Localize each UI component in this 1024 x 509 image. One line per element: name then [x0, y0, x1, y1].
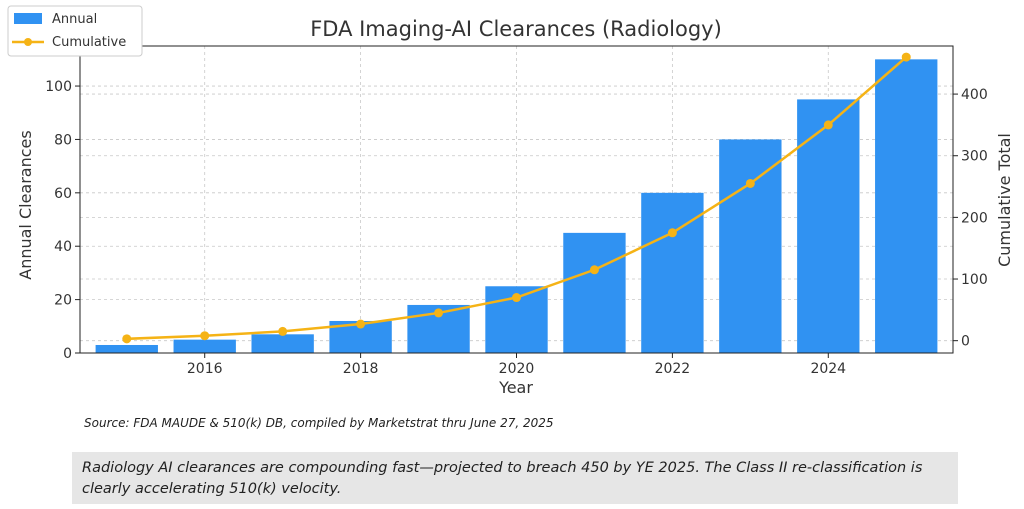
x-tick-label: 2018 [343, 361, 379, 377]
x-axis-label: Year [498, 378, 533, 397]
bars-annual [95, 59, 938, 354]
line-cumulative [122, 52, 911, 344]
y-right-tick-label: 200 [961, 210, 988, 226]
source-note: Source: FDA MAUDE & 510(k) DB, compiled … [84, 416, 554, 430]
legend-cumulative-marker [24, 38, 32, 46]
x-tick-label: 2020 [499, 361, 535, 377]
x-tick-label: 2024 [810, 361, 846, 377]
y-right-tick-label: 0 [961, 334, 970, 350]
bar-annual [251, 334, 314, 353]
callout-box: Radiology AI clearances are compounding … [72, 452, 958, 504]
bar-annual [95, 344, 158, 353]
y-left-tick-label: 100 [45, 79, 72, 95]
chart: 2016 2018 2020 2022 2024 0 20 40 60 80 100 0 100 200 3… [7, 5, 1014, 397]
y-left-tick-label: 0 [63, 346, 72, 362]
point-cumulative [823, 120, 833, 130]
y-right-tick-label: 400 [961, 87, 988, 103]
legend-annual-label: Annual [52, 12, 97, 27]
y-right-tick-label: 100 [961, 272, 988, 288]
y-right-tick-label: 300 [961, 149, 988, 165]
bar-annual [875, 59, 938, 353]
point-cumulative [745, 178, 755, 188]
chart-title: FDA Imaging-AI Clearances (Radiology) [310, 17, 722, 41]
bar-annual [173, 339, 236, 353]
bar-annual [719, 139, 782, 353]
y-left-tick-label: 60 [54, 186, 72, 202]
y-axis-right-label: Cumulative Total [995, 133, 1014, 267]
y-left-tick-label: 80 [54, 132, 72, 148]
point-cumulative [667, 228, 677, 238]
point-cumulative [356, 319, 366, 329]
axes: 2016 2018 2020 2022 2024 0 20 40 60 80 100 0 100 200 3… [45, 79, 987, 377]
point-cumulative [200, 331, 210, 341]
point-cumulative [901, 52, 911, 62]
point-cumulative [122, 334, 132, 344]
y-axis-left-label: Annual Clearances [16, 130, 35, 279]
point-cumulative [434, 308, 444, 318]
y-left-tick-label: 40 [54, 239, 72, 255]
bar-annual [641, 192, 704, 353]
bar-annual [563, 232, 626, 353]
x-tick-label: 2016 [187, 361, 223, 377]
point-cumulative [278, 326, 288, 336]
callout-text: Radiology AI clearances are compounding … [82, 460, 923, 497]
y-left-tick-label: 20 [54, 293, 72, 309]
point-cumulative [589, 265, 599, 275]
legend: Annual Cumulative [7, 5, 143, 57]
legend-cumulative-label: Cumulative [52, 35, 126, 50]
point-cumulative [512, 293, 521, 303]
x-tick-label: 2022 [655, 361, 691, 377]
bar-annual [797, 99, 860, 354]
legend-annual-swatch [14, 13, 42, 24]
